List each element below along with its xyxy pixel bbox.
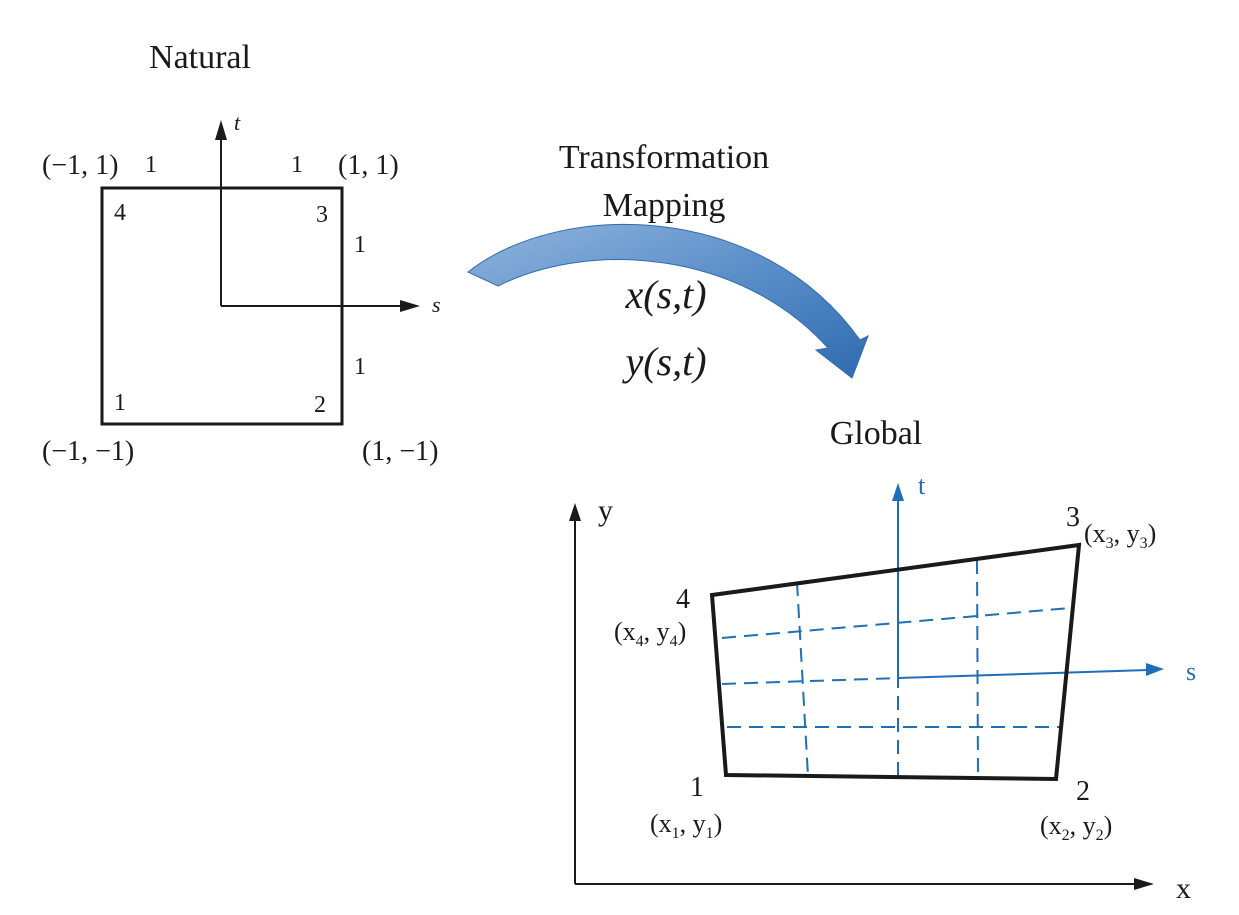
global-node-2: 2	[1076, 776, 1090, 807]
mapping-title-line1: Transformation	[559, 139, 769, 176]
mesh-line-s-upper	[721, 607, 1071, 639]
natural-dim-right-bottom: 1	[354, 354, 366, 380]
natural-corner-4-coord: (−1, 1)	[42, 150, 118, 181]
global-mesh-lines	[721, 559, 1071, 779]
transformation-mapping: Transformation Mapping x(s,t) y(s,t)	[467, 139, 869, 384]
global-title: Global	[830, 415, 923, 452]
natural-node-3: 3	[316, 202, 328, 228]
global-coord-3: (x3, y3)	[1084, 519, 1156, 552]
natural-dim-right-top: 1	[354, 232, 366, 258]
global-y-arrowhead	[569, 503, 581, 521]
mapping-x-function: x(s,t)	[624, 272, 706, 317]
global-coord-4: (x4, y4)	[614, 617, 686, 650]
global-s-axis	[897, 669, 1149, 679]
global-s-label: s	[1186, 657, 1196, 686]
natural-dim-top-right: 1	[291, 152, 303, 178]
natural-s-arrowhead	[400, 300, 420, 312]
natural-node-4: 4	[114, 200, 126, 226]
global-coord-2: (x2, y2)	[1040, 811, 1112, 844]
global-x-arrowhead	[1134, 878, 1154, 890]
global-y-label: y	[598, 494, 613, 527]
natural-corner-1-coord: (−1, −1)	[42, 436, 134, 467]
global-t-label: t	[918, 471, 926, 500]
natural-t-arrowhead	[215, 120, 227, 140]
natural-corner-3-coord: (1, 1)	[338, 150, 399, 181]
global-s-axis-dashed	[721, 677, 901, 685]
mesh-line-t-right	[976, 559, 979, 779]
natural-corner-2-coord: (1, −1)	[362, 436, 438, 467]
mapping-y-function: y(s,t)	[621, 339, 706, 384]
natural-t-label: t	[234, 110, 241, 135]
global-s-arrowhead	[1146, 663, 1164, 676]
natural-title: Natural	[149, 39, 251, 76]
natural-s-label: s	[432, 292, 441, 317]
natural-node-1: 1	[114, 390, 126, 416]
global-t-arrowhead	[892, 483, 904, 501]
mapping-title-line2: Mapping	[603, 187, 726, 224]
mapping-curved-arrow	[467, 224, 869, 379]
mesh-line-t-left	[796, 581, 809, 777]
natural-element: Natural t s (−1, 1) (1, 1) (−1, −1) (1, …	[42, 39, 441, 467]
natural-dim-top-left: 1	[145, 152, 157, 178]
global-node-3: 3	[1066, 502, 1080, 533]
global-element: Global y x t s 1 2 3 4 (x1, y1)	[569, 415, 1196, 905]
global-coord-1: (x1, y1)	[650, 809, 722, 842]
global-x-label: x	[1176, 872, 1191, 905]
global-node-4: 4	[676, 584, 690, 615]
global-quadrilateral	[709, 542, 1082, 782]
natural-node-2: 2	[314, 392, 326, 418]
global-node-1: 1	[690, 772, 704, 803]
